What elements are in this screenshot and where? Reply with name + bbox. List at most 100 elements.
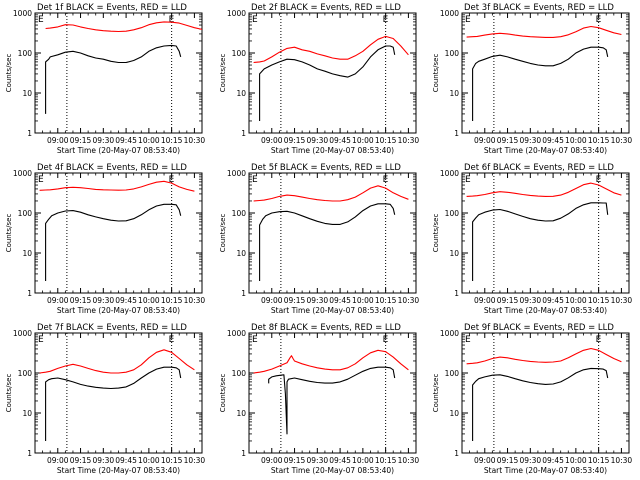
x-tick-label: 09:15 (70, 296, 92, 305)
y-tick-label: 1 (454, 129, 459, 138)
x-tick-label: 09:00 (47, 456, 69, 465)
x-tick-label: 09:45 (329, 296, 351, 305)
x-tick-label: 10:00 (352, 296, 374, 305)
chart-panel-4: Det 4f BLACK = Events, RED = LLD 1 10 100 10… (5, 163, 205, 315)
series-line-lld (39, 349, 195, 374)
y-tick-label: 100 (18, 49, 33, 58)
chart-title: Det 6f BLACK = Events, RED = LLD (464, 163, 614, 173)
y-axis-label: Counts/sec (219, 374, 227, 413)
x-tick-label: 09:15 (284, 296, 306, 305)
x-tick-label: 09:30 (307, 456, 329, 465)
x-tick-label: 09:00 (47, 296, 69, 305)
chart-panel-6: Det 6f BLACK = Events, RED = LLD 1 10 100 10… (432, 163, 632, 315)
y-tick-label: 1000 (13, 329, 32, 338)
x-tick-label: 09:30 (520, 296, 542, 305)
x-axis-label: Start Time (20-May-07 08:53:40) (271, 146, 394, 155)
x-tick-label: 09:45 (542, 296, 564, 305)
x-axis-label: Start Time (20-May-07 08:53:40) (484, 306, 607, 315)
marker-label: E (169, 175, 175, 185)
series-line-events (472, 202, 609, 281)
chart-title: Det 5f BLACK = Events, RED = LLD (251, 163, 401, 173)
y-tick-label: 1 (27, 449, 32, 458)
x-tick-label: 09:15 (497, 296, 519, 305)
y-tick-label: 10 (22, 409, 32, 418)
y-tick-label: 100 (232, 209, 247, 218)
series-line-lld (253, 35, 409, 64)
x-tick-label: 10:30 (398, 456, 420, 465)
x-tick-label: 09:30 (307, 136, 329, 145)
y-tick-label: 1000 (440, 329, 459, 338)
x-tick-label: 10:15 (588, 296, 610, 305)
series-line-lld (253, 185, 409, 202)
marker-label: E (465, 175, 471, 185)
y-axis-label: Counts/sec (432, 374, 440, 413)
marker-label: E (169, 335, 175, 345)
y-tick-label: 1000 (227, 9, 246, 18)
x-axis-label: Start Time (20-May-07 08:53:40) (57, 146, 180, 155)
series-line-events (45, 44, 182, 114)
chart-title: Det 9f BLACK = Events, RED = LLD (464, 323, 614, 333)
y-tick-label: 1000 (227, 169, 246, 178)
x-tick-label: 10:30 (398, 136, 420, 145)
chart-title: Det 2f BLACK = Events, RED = LLD (251, 3, 401, 13)
y-tick-label: 100 (445, 369, 460, 378)
x-tick-label: 10:15 (161, 456, 183, 465)
chart-panel-8: Det 8f BLACK = Events, RED = LLD 1 10 100 10… (219, 323, 419, 475)
series-line-lld (253, 349, 409, 374)
series-line-events (268, 366, 396, 435)
x-tick-label: 09:45 (115, 296, 137, 305)
plot-frame (248, 12, 417, 134)
y-tick-label: 10 (236, 409, 246, 418)
x-tick-label: 09:30 (307, 296, 329, 305)
y-tick-label: 1000 (440, 9, 459, 18)
x-tick-label: 10:00 (352, 136, 374, 145)
x-axis-label: Start Time (20-May-07 08:53:40) (484, 466, 607, 475)
series-line-lld (466, 25, 622, 38)
y-tick-label: 10 (22, 249, 32, 258)
x-tick-label: 10:00 (138, 296, 160, 305)
marker-label: E (596, 335, 602, 345)
marker-label: E (169, 15, 175, 25)
plot-frame (248, 332, 417, 454)
x-tick-label: 10:15 (588, 136, 610, 145)
x-tick-label: 10:30 (184, 456, 206, 465)
y-tick-label: 1 (27, 289, 32, 298)
x-tick-label: 10:30 (611, 456, 633, 465)
x-tick-label: 09:30 (93, 136, 115, 145)
x-tick-label: 09:00 (261, 296, 283, 305)
x-tick-label: 09:30 (93, 456, 115, 465)
y-tick-label: 10 (449, 89, 459, 98)
y-tick-label: 100 (232, 49, 247, 58)
series-line-events (259, 45, 396, 121)
y-tick-label: 1 (241, 289, 246, 298)
x-tick-label: 10:00 (565, 296, 587, 305)
chart-title: Det 4f BLACK = Events, RED = LLD (37, 163, 187, 173)
chart-panel-5: Det 5f BLACK = Events, RED = LLD 1 10 100 10… (219, 163, 419, 315)
x-tick-label: 09:15 (497, 136, 519, 145)
series-line-lld (39, 180, 195, 192)
marker-label: E (38, 15, 44, 25)
x-tick-label: 09:00 (261, 136, 283, 145)
chart-panel-1: Det 1f BLACK = Events, RED = LLD 1 10 100 10… (5, 3, 205, 155)
marker-label: E (465, 335, 471, 345)
y-tick-label: 10 (22, 89, 32, 98)
chart-title: Det 1f BLACK = Events, RED = LLD (37, 3, 187, 13)
chart-title: Det 3f BLACK = Events, RED = LLD (464, 3, 614, 13)
y-tick-label: 100 (18, 209, 33, 218)
x-tick-label: 10:15 (161, 296, 183, 305)
x-tick-label: 09:45 (115, 136, 137, 145)
chart-title: Det 8f BLACK = Events, RED = LLD (251, 323, 401, 333)
x-axis-label: Start Time (20-May-07 08:53:40) (484, 146, 607, 155)
marker-label: E (596, 175, 602, 185)
x-tick-label: 09:45 (329, 136, 351, 145)
plot-frame (461, 172, 630, 294)
marker-label: E (38, 175, 44, 185)
x-tick-label: 10:15 (161, 136, 183, 145)
y-tick-label: 1000 (13, 9, 32, 18)
x-tick-label: 09:00 (474, 456, 496, 465)
chart-panel-7: Det 7f BLACK = Events, RED = LLD 1 10 100 10… (5, 323, 205, 475)
x-tick-label: 10:00 (565, 456, 587, 465)
y-tick-label: 1000 (227, 329, 246, 338)
series-line-events (45, 203, 182, 281)
